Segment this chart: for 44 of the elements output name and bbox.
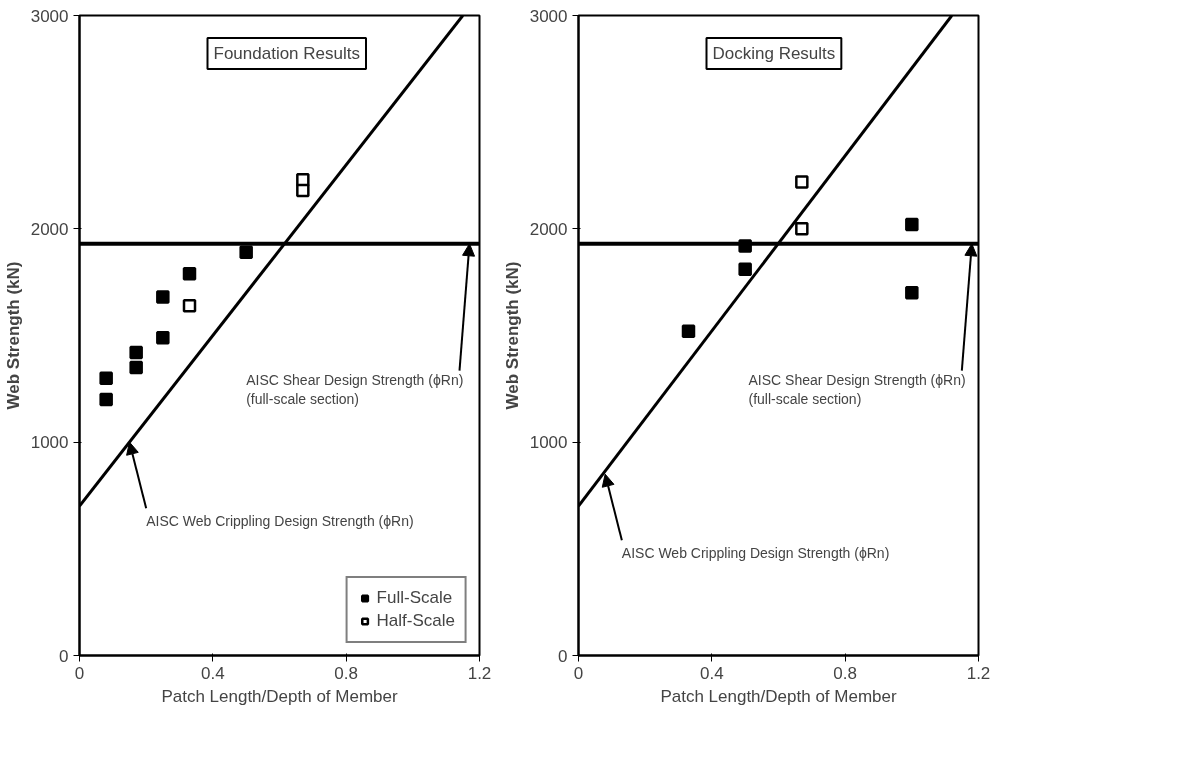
y-tick-label: 0 xyxy=(59,646,69,666)
point xyxy=(905,286,919,300)
legend-label: Half-Scale xyxy=(376,611,455,631)
y-tick-label: 3000 xyxy=(30,6,69,26)
point xyxy=(99,392,113,407)
annotation: AISC Web Crippling Design Strength (ϕRn) xyxy=(146,512,414,529)
text: Foundation Results xyxy=(213,43,360,63)
y-tick-label: 2000 xyxy=(529,219,568,239)
x-tick-label: 0.8 xyxy=(833,663,857,683)
annotation: AISC Shear Design Strength (ϕRn) (full-scale section) xyxy=(246,371,464,407)
x-tick-label: 0.4 xyxy=(201,663,225,683)
annotation: AISC Web Crippling Design Strength (ϕRn) xyxy=(621,544,890,561)
y-tick-label: 2000 xyxy=(30,219,69,239)
x-axis-title: Patch Length/Depth of Member xyxy=(161,686,398,706)
y-tick-label: 1000 xyxy=(30,433,69,453)
point xyxy=(239,245,253,260)
point xyxy=(156,290,170,304)
x-tick-label: 1.2 xyxy=(966,663,991,683)
point xyxy=(795,222,809,236)
point xyxy=(156,330,170,345)
y-axis-title: Web Strength (kN) xyxy=(3,261,23,410)
point xyxy=(182,266,197,281)
point xyxy=(795,175,809,189)
point xyxy=(99,371,113,385)
point xyxy=(296,183,310,198)
point xyxy=(738,262,752,277)
legend-label: Full-Scale xyxy=(376,588,453,608)
x-tick-label: 0.8 xyxy=(334,663,358,683)
point xyxy=(182,298,197,313)
y-axis-title: Web Strength (kN) xyxy=(502,261,522,410)
x-tick-label: 1.2 xyxy=(467,663,492,683)
x-tick-label: 0 xyxy=(573,663,584,683)
annotation: AISC Shear Design Strength (ϕRn) (full-scale section) xyxy=(748,371,966,407)
x-tick-label: 0 xyxy=(74,663,85,683)
y-tick-label: 0 xyxy=(558,646,568,666)
x-axis-title: Patch Length/Depth of Member xyxy=(660,686,897,706)
text: Docking Results xyxy=(712,43,836,63)
point xyxy=(129,345,143,360)
x-tick-label: 0.4 xyxy=(700,663,724,683)
y-tick-label: 1000 xyxy=(529,433,568,453)
point xyxy=(129,360,143,375)
point xyxy=(681,324,696,338)
point xyxy=(905,217,919,232)
y-tick-label: 3000 xyxy=(529,6,568,26)
